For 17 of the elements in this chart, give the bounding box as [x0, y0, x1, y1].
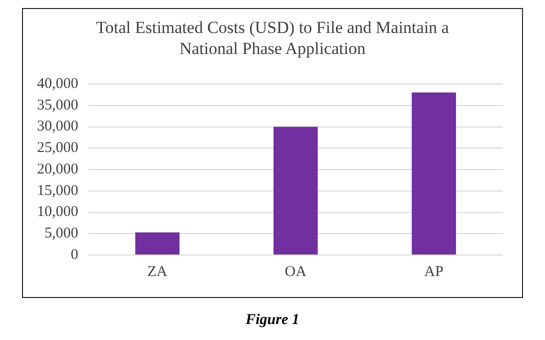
y-tick-label: 35,000: [37, 97, 78, 114]
y-tick-label: 0: [70, 246, 78, 263]
bar: [412, 92, 456, 254]
y-tick-label: 15,000: [37, 182, 78, 199]
y-tick-label: 40,000: [37, 76, 78, 92]
bar: [274, 126, 318, 254]
y-tick-label: 10,000: [37, 204, 78, 220]
y-tick-label: 25,000: [37, 140, 78, 156]
y-tick-label: 30,000: [37, 118, 78, 135]
chart-title: Total Estimated Costs (USD) to File and Maintain a National Phase Application: [95, 17, 450, 59]
x-tick-label: OA: [284, 264, 307, 280]
x-tick-label: ZA: [147, 264, 168, 280]
y-tick-label: 5,000: [44, 226, 78, 242]
caption: Figure 1: [244, 312, 300, 329]
x-tick-label: AP: [424, 264, 444, 280]
y-tick-label: 20,000: [37, 161, 78, 178]
bar: [135, 232, 180, 254]
